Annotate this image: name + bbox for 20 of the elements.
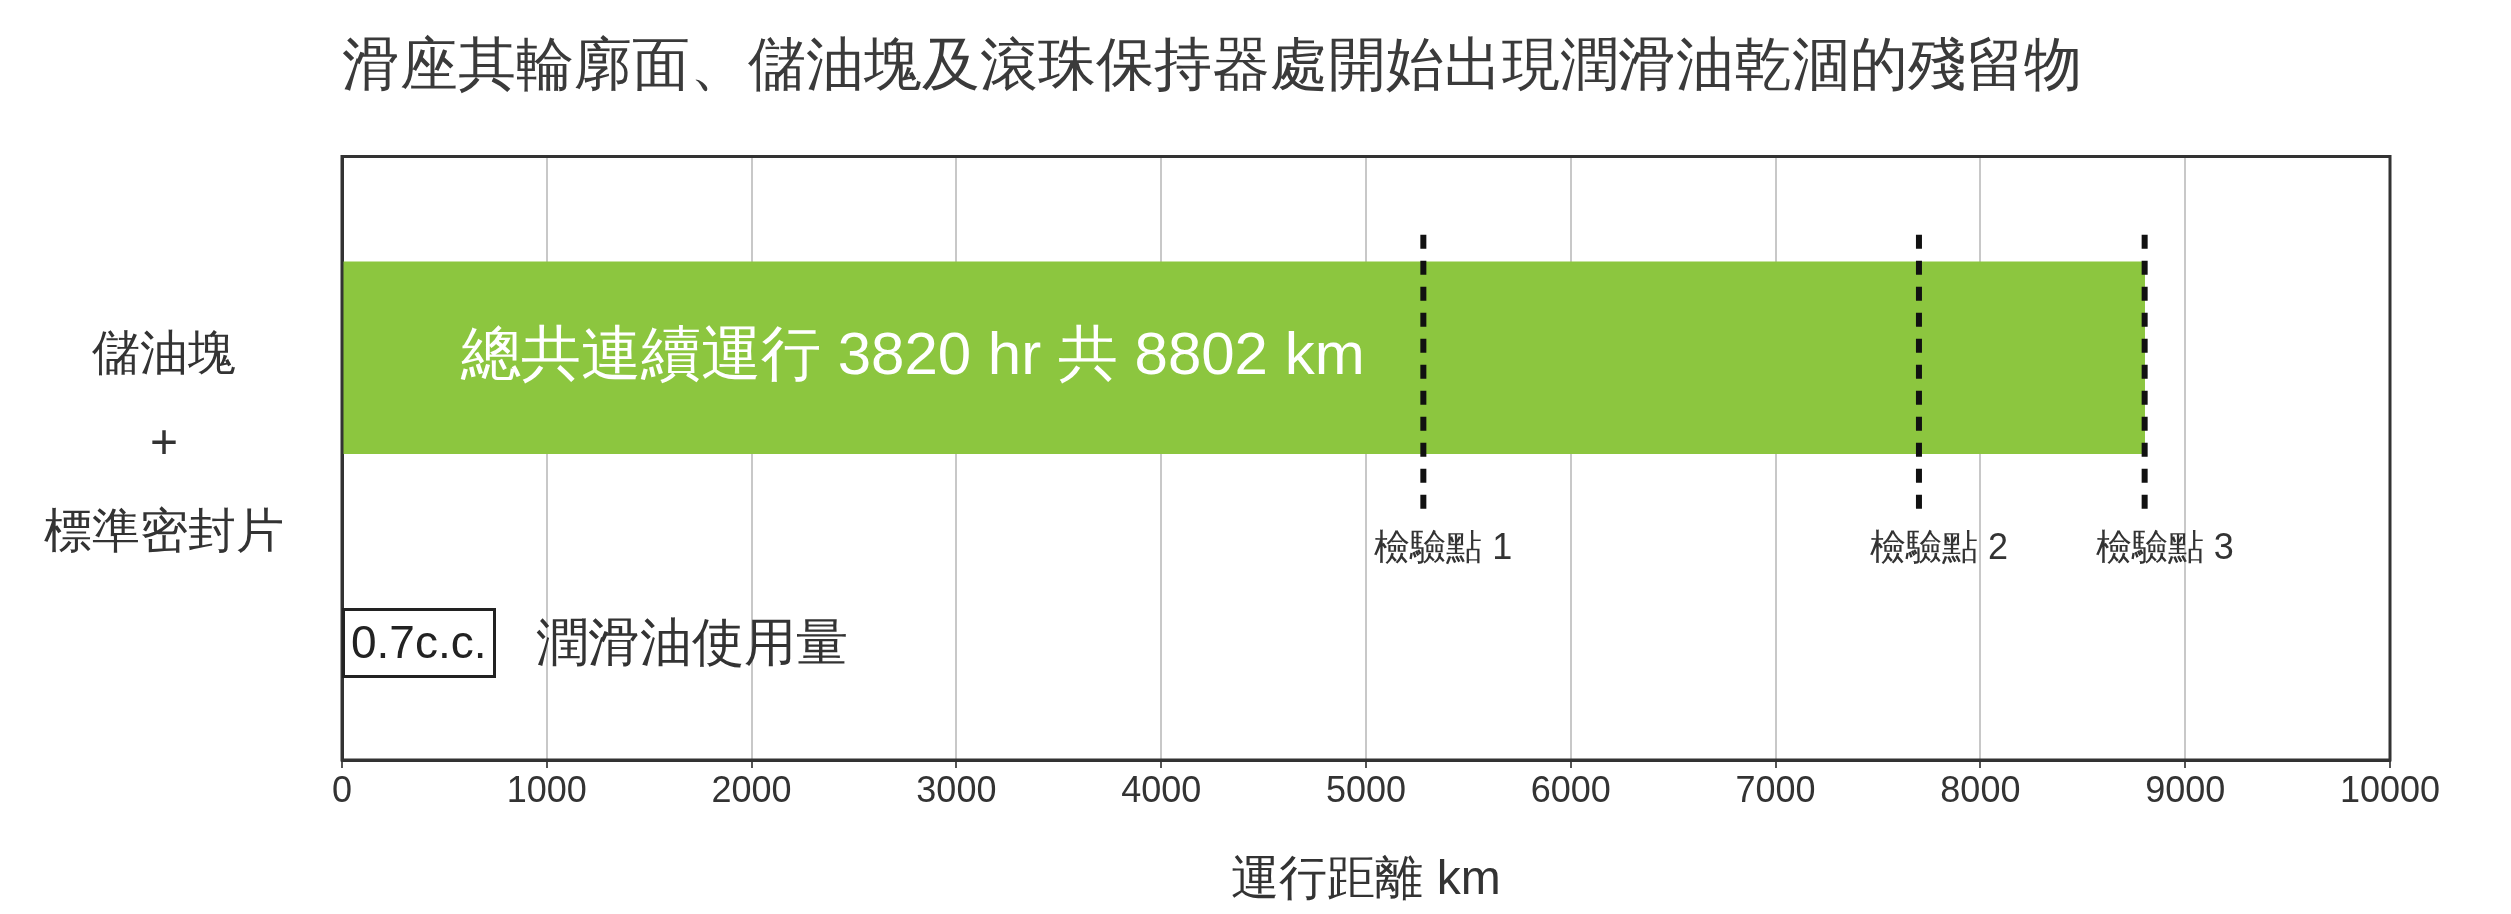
ref-line-label: 檢驗點 1 (1374, 525, 1513, 567)
x-tick-label: 8000 (1940, 768, 2021, 810)
x-tick-label: 2000 (711, 768, 792, 810)
x-axis-title: 運行距離 km (1231, 851, 1501, 905)
y-tick-label: 儲油塊 + 標準密封片 (44, 326, 284, 557)
ref-line-label: 檢驗點 2 (1869, 525, 2008, 567)
x-tick-label: 4000 (1121, 768, 1202, 810)
annotation: 潤滑油使用量 (535, 612, 848, 674)
x-tick-label: 9000 (2145, 768, 2226, 810)
x-tick-label: 3000 (916, 768, 997, 810)
x-tick-label: 5000 (1325, 768, 1407, 810)
chart-title: 滑座其輪廓面、儲油塊及滾珠保持器處開始出現潤滑油乾涸的殘留物 (342, 30, 2082, 96)
x-tick-label: 6000 (1530, 768, 1611, 810)
annotation: 0.7c.c. (342, 608, 496, 678)
x-tick-label: 1000 (506, 768, 587, 810)
x-tick-label: 0 (331, 768, 353, 810)
ref-line-label: 檢驗點 3 (2095, 525, 2234, 567)
x-tick-label: 10000 (2339, 768, 2441, 810)
x-tick-label: 7000 (1735, 768, 1816, 810)
data-label: 總共連續運行 3820 hr 共 8802 km (460, 320, 1365, 388)
